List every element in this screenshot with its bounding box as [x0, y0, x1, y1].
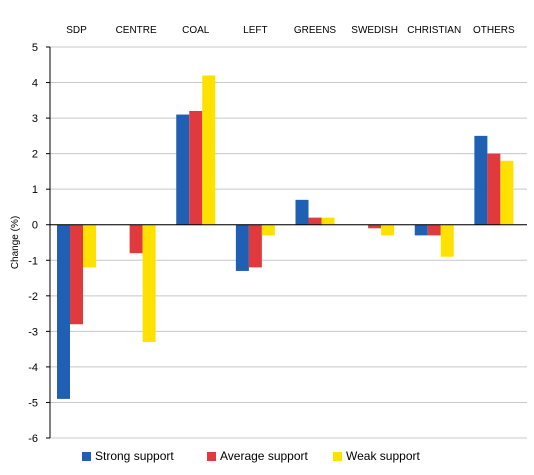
category-label: OTHERS	[473, 25, 515, 36]
y-tick-label: 4	[32, 78, 38, 90]
bar-others-average-support	[487, 153, 501, 225]
bar-left-strong-support	[235, 224, 249, 271]
bar-greens-strong-support	[295, 199, 309, 225]
bar-greens-weak-support	[321, 217, 335, 225]
category-label: SWEDISH	[351, 25, 398, 36]
legend-swatch	[207, 451, 216, 461]
category-label: CHRISTIAN	[407, 25, 461, 36]
y-tick-label: -3	[28, 326, 38, 338]
bar-chart: -6 -5 -4 -3 -2 -1 0 1 2 3 4 5 SDP CENTRE COAL LEFT GREE…	[10, 25, 527, 445]
bar-others-strong-support	[474, 135, 488, 225]
category-label: LEFT	[243, 25, 267, 36]
legend-swatch	[333, 451, 342, 461]
y-tick-label: 1	[32, 184, 38, 196]
legend-item-average-support: Average support	[207, 449, 308, 463]
bar-coal-weak-support	[202, 75, 216, 225]
bar-swedish-average-support	[368, 224, 382, 229]
category-label: GREENS	[294, 25, 337, 36]
y-tick-label: 3	[32, 113, 38, 125]
y-tick-label: 5	[32, 42, 38, 54]
bar-greens-average-support	[308, 217, 322, 225]
y-tick-label: -1	[28, 255, 38, 267]
y-tick-label: -2	[28, 291, 38, 303]
bar-sdp-strong-support	[57, 224, 70, 399]
y-tick-label: 2	[32, 149, 38, 161]
category-label: COAL	[182, 25, 210, 36]
bar-coal-strong-support	[176, 114, 190, 225]
category-label: SDP	[66, 25, 87, 36]
bar-centre-average-support	[129, 224, 143, 254]
gridlines	[50, 46, 527, 439]
bar-christian-average-support	[427, 224, 441, 236]
category-label: CENTRE	[116, 25, 157, 36]
bar-coal-average-support	[189, 110, 203, 225]
y-tick-label: -6	[28, 433, 38, 445]
category-labels: SDP CENTRE COAL LEFT GREENS SWEDISH CHRISTIAN O…	[66, 25, 515, 36]
y-axis-label: Change (%)	[10, 216, 21, 269]
legend: Strong support Average support Weak suppor…	[0, 447, 534, 467]
bars	[57, 75, 514, 399]
bar-sdp-average-support	[70, 224, 83, 325]
legend-label: Weak support	[346, 449, 420, 463]
y-tick-label: -4	[28, 362, 38, 374]
legend-label: Strong support	[95, 449, 174, 463]
y-axis-ticks: -6 -5 -4 -3 -2 -1 0 1 2 3 4 5	[28, 42, 50, 445]
legend-label: Average support	[220, 449, 308, 463]
legend-item-strong-support: Strong support	[82, 449, 174, 463]
legend-swatch	[82, 451, 91, 461]
bar-left-average-support	[248, 224, 262, 268]
bar-christian-strong-support	[414, 224, 428, 236]
bar-sdp-weak-support	[83, 224, 96, 268]
bar-left-weak-support	[261, 224, 275, 236]
bar-centre-weak-support	[142, 224, 156, 343]
bar-christian-weak-support	[440, 224, 454, 257]
legend-item-weak-support: Weak support	[333, 449, 420, 463]
y-tick-label: -5	[28, 397, 38, 409]
bar-others-weak-support	[500, 160, 514, 225]
y-tick-label: 0	[32, 220, 38, 232]
bar-swedish-weak-support	[381, 224, 395, 236]
